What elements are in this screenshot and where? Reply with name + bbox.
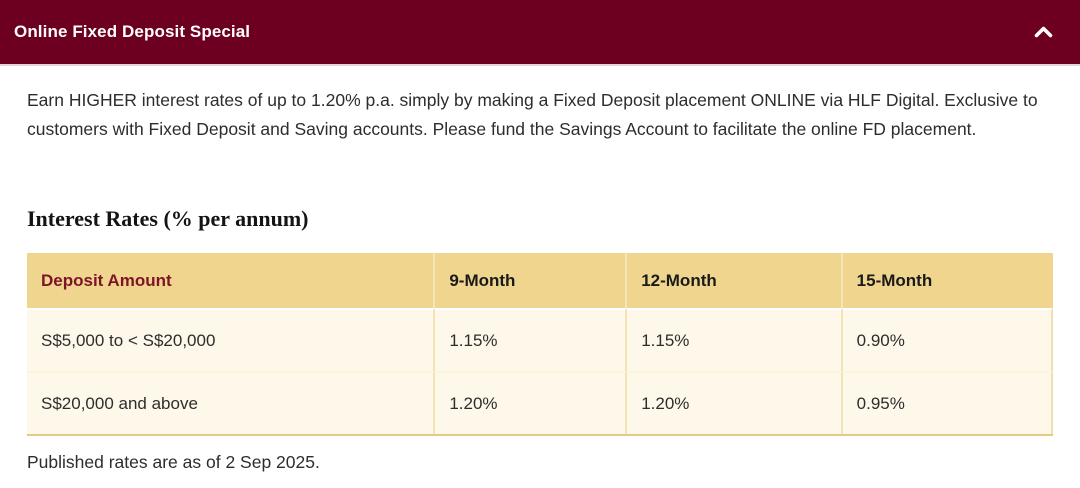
rate-cell-9-month: 1.15% <box>435 308 628 371</box>
column-header-12-month: 12-Month <box>627 253 843 308</box>
interest-rates-heading: Interest Rates (% per annum) <box>27 206 309 231</box>
table-header-row: Deposit Amount 9-Month 12-Month 15-Month <box>27 253 1053 308</box>
accordion-panel: Earn HIGHER interest rates of up to 1.20… <box>0 86 1080 473</box>
rate-cell-15-month: 0.95% <box>842 371 1053 434</box>
table-row: S$5,000 to < S$20,000 1.15% 1.15% 0.90% <box>27 308 1053 371</box>
accordion-header-online-fixed-deposit-special[interactable]: Online Fixed Deposit Special <box>0 0 1080 66</box>
column-header-deposit-amount: Deposit Amount <box>27 253 436 308</box>
deposit-amount-cell: S$20,000 and above <box>27 371 436 434</box>
rate-cell-9-month: 1.20% <box>435 371 628 434</box>
rate-cell-12-month: 1.20% <box>627 371 843 434</box>
column-header-15-month: 15-Month <box>842 253 1053 308</box>
intro-paragraph: Earn HIGHER interest rates of up to 1.20… <box>27 90 1038 139</box>
column-header-9-month: 9-Month <box>435 253 628 308</box>
interest-rates-table: Deposit Amount 9-Month 12-Month 15-Month… <box>27 253 1053 436</box>
accordion-title: Online Fixed Deposit Special <box>14 22 251 41</box>
deposit-amount-cell: S$5,000 to < S$20,000 <box>27 308 436 371</box>
chevron-up-icon[interactable] <box>1034 26 1053 38</box>
table-row: S$20,000 and above 1.20% 1.20% 0.95% <box>27 371 1053 434</box>
published-rates-footnote: Published rates are as of 2 Sep 2025. <box>27 452 320 472</box>
rate-cell-12-month: 1.15% <box>627 308 843 371</box>
rate-cell-15-month: 0.90% <box>842 308 1053 371</box>
